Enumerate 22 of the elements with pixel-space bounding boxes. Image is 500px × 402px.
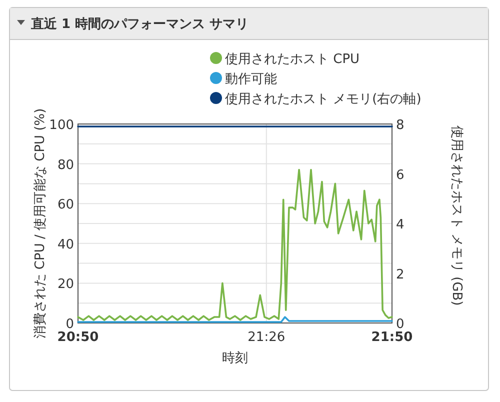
- x-axis-title: 時刻: [222, 351, 248, 366]
- y-tick-label: 0: [66, 317, 74, 332]
- y-tick-label: 40: [57, 237, 74, 252]
- y2-axis-title: 使用されたホスト メモリ (GB): [449, 125, 464, 306]
- legend-label: 使用されたホスト CPU: [225, 52, 360, 67]
- y-tick-label: 60: [57, 198, 74, 213]
- y2-tick-label: 6: [396, 168, 404, 183]
- line-series: [77, 168, 393, 321]
- y-tick-label: 80: [57, 158, 74, 173]
- chart-title: 直近 1 時間のパフォーマンス サマリ: [30, 16, 249, 32]
- y-tick-label: 20: [57, 277, 74, 292]
- y-axis-title: 消費された CPU / 使用可能な CPU (%): [33, 108, 48, 339]
- y2-tick-label: 8: [396, 118, 404, 133]
- legend-label: 使用されたホスト メモリ(右の軸): [225, 92, 422, 107]
- x-tick-label: 21:26: [248, 330, 286, 345]
- y2-tick-label: 2: [396, 267, 404, 282]
- y2-tick-label: 0: [396, 317, 404, 332]
- y-tick-label: 100: [49, 118, 74, 133]
- y2-tick-label: 4: [396, 218, 404, 232]
- legend-label: 動作可能: [225, 72, 277, 87]
- x-tick-label: 21:50: [371, 330, 413, 345]
- x-tick-label: 20:50: [57, 330, 99, 345]
